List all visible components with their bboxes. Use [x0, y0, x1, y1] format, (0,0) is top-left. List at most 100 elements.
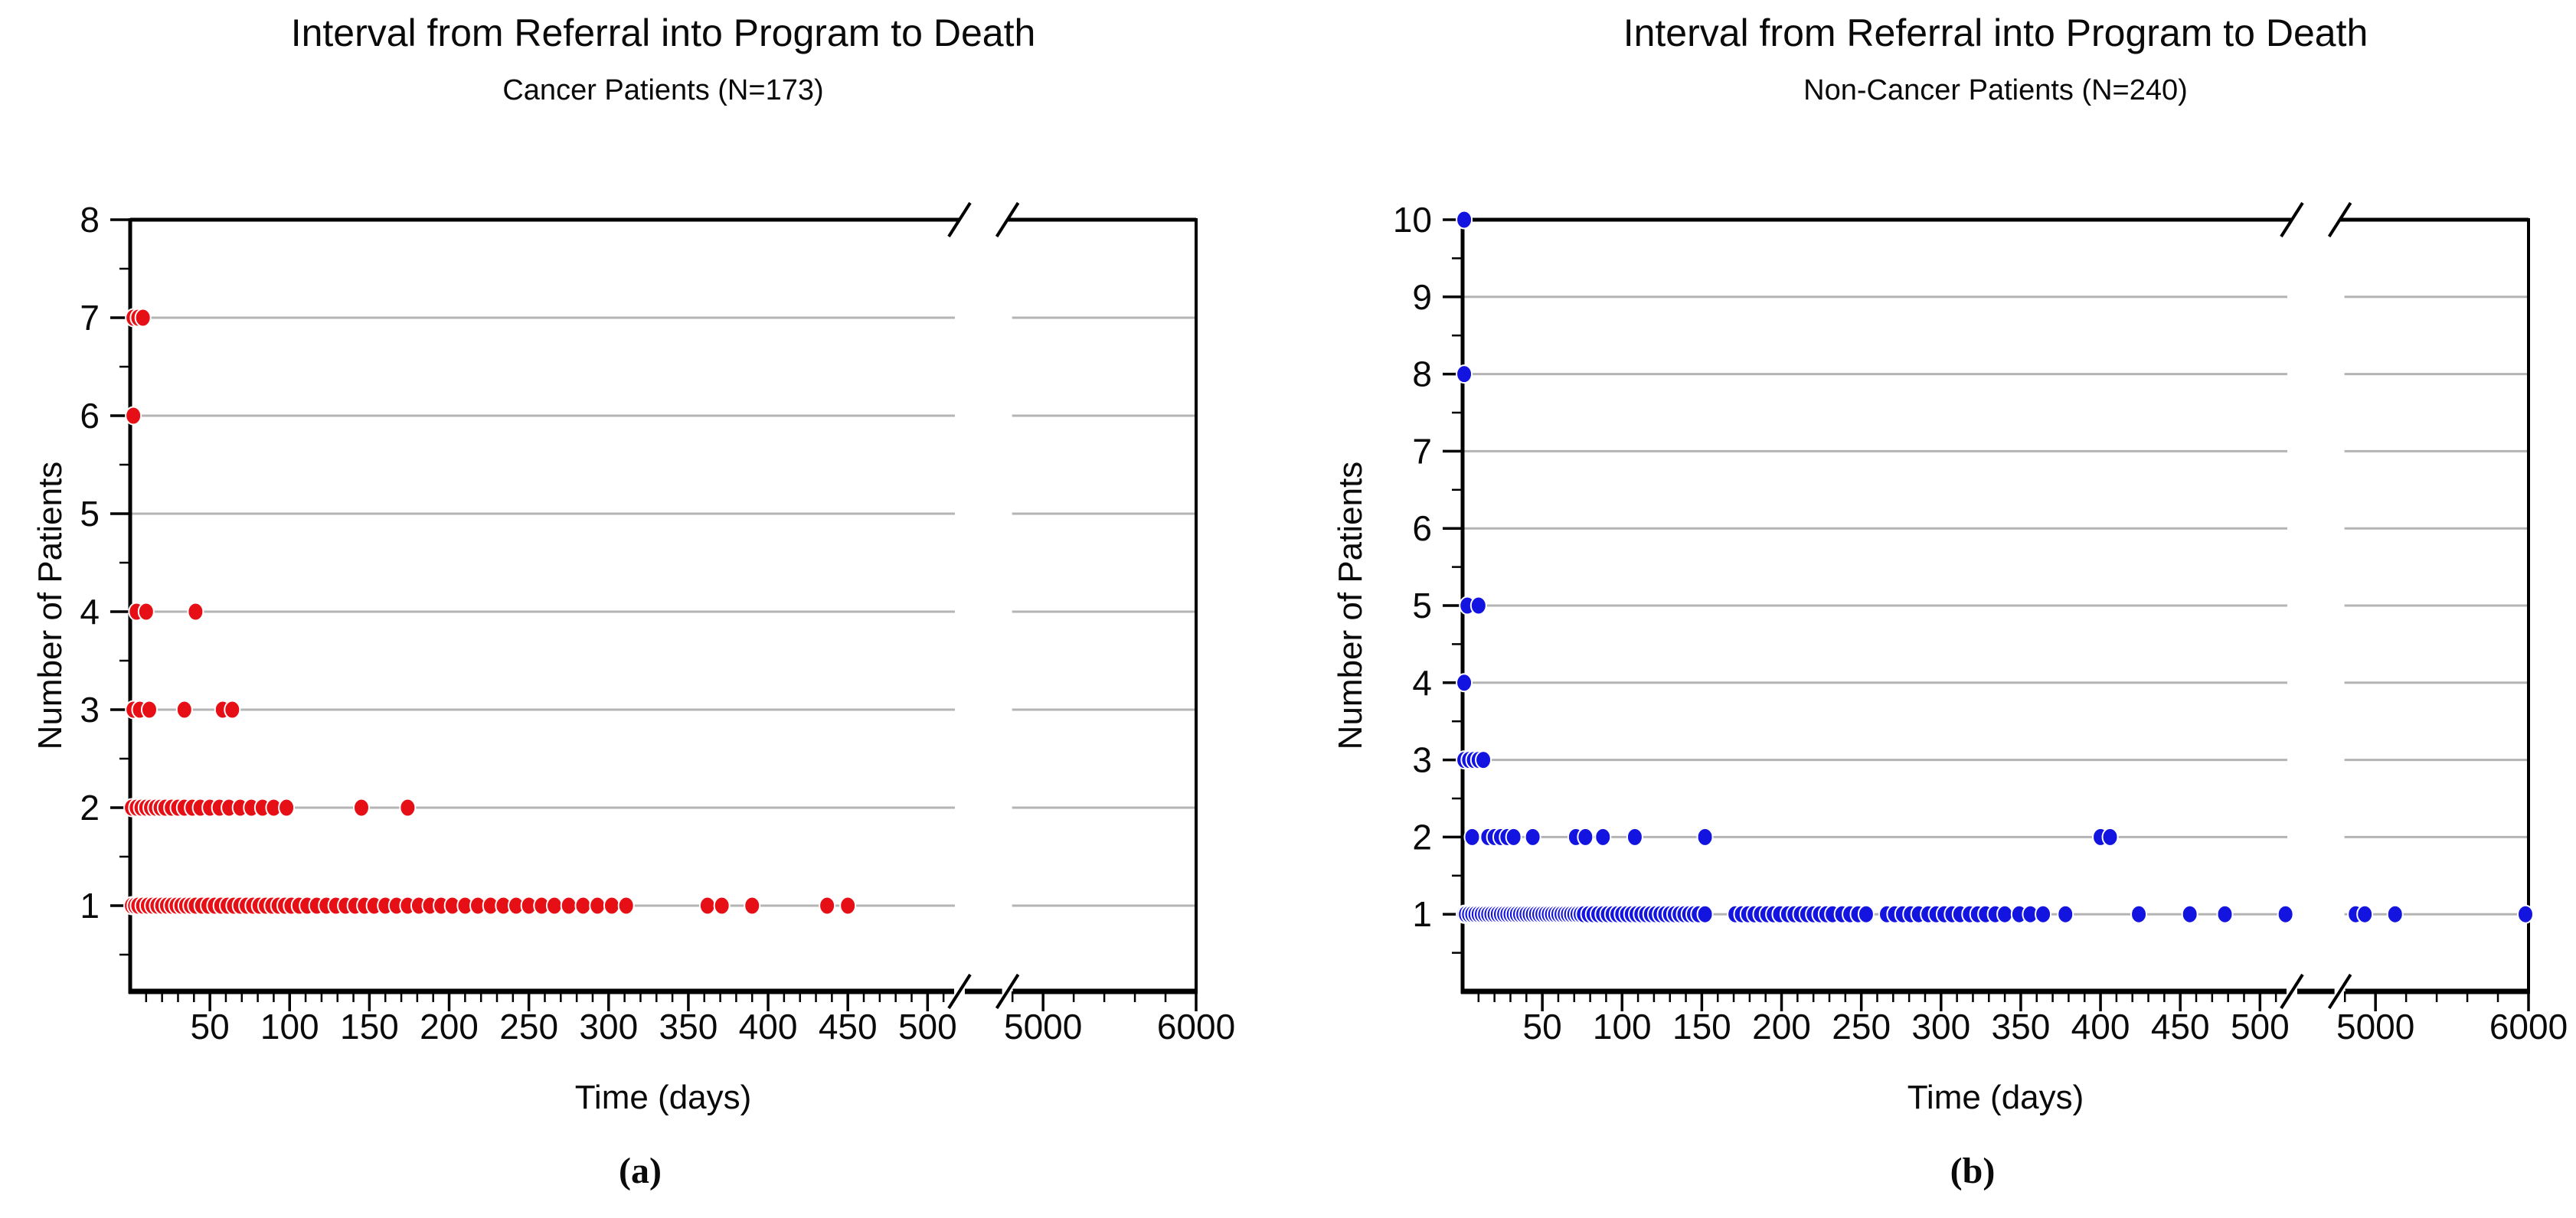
data-point: [1456, 364, 1473, 384]
data-point: [560, 896, 577, 916]
data-point: [2517, 904, 2535, 924]
x-tick-label: 450: [819, 1007, 878, 1047]
x-tick-label: 500: [898, 1007, 957, 1047]
x-tick-label: 5000: [2336, 1007, 2414, 1047]
data-point: [278, 798, 296, 818]
y-tick-label: 7: [80, 298, 100, 338]
data-point: [713, 896, 731, 916]
cancer-scatter-chart: Interval from Referral into Program to D…: [31, 11, 1235, 1191]
x-tick-label: 300: [1911, 1007, 1970, 1047]
axis-break-marks: [947, 201, 1020, 1010]
dots-y6: [125, 406, 142, 426]
y-tick-label: 5: [1412, 586, 1432, 625]
x-tick-label: 150: [340, 1007, 399, 1047]
data-point: [137, 602, 155, 622]
dots-y8: [1456, 364, 1473, 384]
dots-y4: [128, 602, 204, 622]
data-point: [1456, 673, 1473, 693]
data-point: [2057, 904, 2074, 924]
y-tick-label: 1: [80, 886, 100, 926]
y-ticks: [110, 218, 130, 956]
x-tick-label: 250: [499, 1007, 558, 1047]
x-tick-label: 150: [1672, 1007, 1731, 1047]
data-point: [1696, 904, 1714, 924]
dots-y3: [1456, 750, 1492, 770]
dots-y2: [123, 798, 417, 818]
chart-title: Interval from Referral into Program to D…: [291, 11, 1036, 54]
dots-y3: [125, 700, 241, 720]
data-point: [545, 896, 563, 916]
x-tick-label: 6000: [1157, 1007, 1235, 1047]
data-point: [1524, 827, 1541, 847]
data-point: [839, 896, 857, 916]
y-tick-label: 4: [1412, 663, 1432, 703]
data-point: [2356, 904, 2374, 924]
data-point: [1456, 210, 1473, 230]
plot-area: 50 100 150 200 250 300 350 400 450 500 5000 6000 1 2 3…: [1393, 200, 2568, 1047]
chart-subtitle: Non-Cancer Patients (N=240): [1803, 74, 2188, 106]
data-point: [399, 798, 417, 818]
y-tick-label: 3: [80, 690, 100, 730]
data-point: [2130, 904, 2148, 924]
x-tick-label: 5000: [1004, 1007, 1082, 1047]
data-point: [140, 700, 158, 720]
x-tick-label: 400: [2071, 1007, 2130, 1047]
dots-y5: [1459, 596, 1487, 616]
axis-frame: [128, 217, 1198, 994]
data-point: [2101, 827, 2119, 847]
x-tick-label: 250: [1832, 1007, 1891, 1047]
gridlines: [130, 316, 1196, 907]
data-point: [698, 896, 716, 916]
x-tick-label: 100: [260, 1007, 319, 1047]
gridlines: [1463, 296, 2529, 916]
data-point: [1594, 827, 1612, 847]
x-tick-label: 300: [579, 1007, 638, 1047]
data-point: [1505, 827, 1522, 847]
x-tick-label: 450: [2151, 1007, 2210, 1047]
data-point: [2386, 904, 2404, 924]
y-axis-label: Number of Patients: [31, 462, 69, 750]
x-tick-label: 200: [1752, 1007, 1811, 1047]
axis-break-marks: [2280, 201, 2352, 1010]
data-point: [224, 700, 241, 720]
data-point: [1463, 827, 1481, 847]
y-tick-label: 6: [80, 396, 100, 436]
dots-y2: [1463, 827, 2119, 847]
y-tick-label: 9: [1412, 277, 1432, 317]
panel-non-cancer: Interval from Referral into Program to D…: [1288, 0, 2576, 1218]
panel-caption: (a): [619, 1151, 662, 1191]
y-tick-label: 3: [1412, 740, 1432, 780]
y-tick-label: 2: [80, 788, 100, 828]
x-tick-label: 50: [1523, 1007, 1562, 1047]
data-point: [617, 896, 635, 916]
y-tick-labels: 1 2 3 4 5 6 7 8: [80, 200, 100, 926]
data-point: [2035, 904, 2052, 924]
y-tick-label: 4: [80, 592, 100, 632]
y-tick-label: 8: [1412, 354, 1432, 394]
x-tick-label: 350: [659, 1007, 718, 1047]
dots-y1: [1456, 904, 2535, 924]
data-point: [187, 602, 204, 622]
x-tick-labels: 50 100 150 200 250 300 350 400 450 500 5000 6000: [191, 1007, 1236, 1047]
chart-subtitle: Cancer Patients (N=173): [502, 74, 823, 106]
y-tick-label: 7: [1412, 431, 1432, 471]
data-point: [1626, 827, 1643, 847]
x-tick-label: 500: [2231, 1007, 2290, 1047]
data-point: [744, 896, 761, 916]
chart-title: Interval from Referral into Program to D…: [1623, 11, 2368, 54]
data-point: [2277, 904, 2294, 924]
plot-area: 50 100 150 200 250 300 350 400 450 500 5000 6000 1 2 3…: [80, 200, 1235, 1047]
y-tick-label: 5: [80, 494, 100, 534]
data-point: [2181, 904, 2198, 924]
panel-cancer: Interval from Referral into Program to D…: [31, 11, 1235, 1191]
y-ticks: [1443, 218, 1463, 954]
data-point: [1469, 596, 1487, 616]
y-tick-label: 6: [1412, 508, 1432, 548]
y-tick-labels: 1 2 3 4 5 6 7 8 9 10: [1393, 200, 1432, 934]
dots-y1: [123, 896, 857, 916]
data-point: [1696, 827, 1714, 847]
data-point: [1475, 750, 1492, 770]
x-axis-label: Time (days): [1907, 1079, 2084, 1116]
y-tick-label: 8: [80, 200, 100, 240]
